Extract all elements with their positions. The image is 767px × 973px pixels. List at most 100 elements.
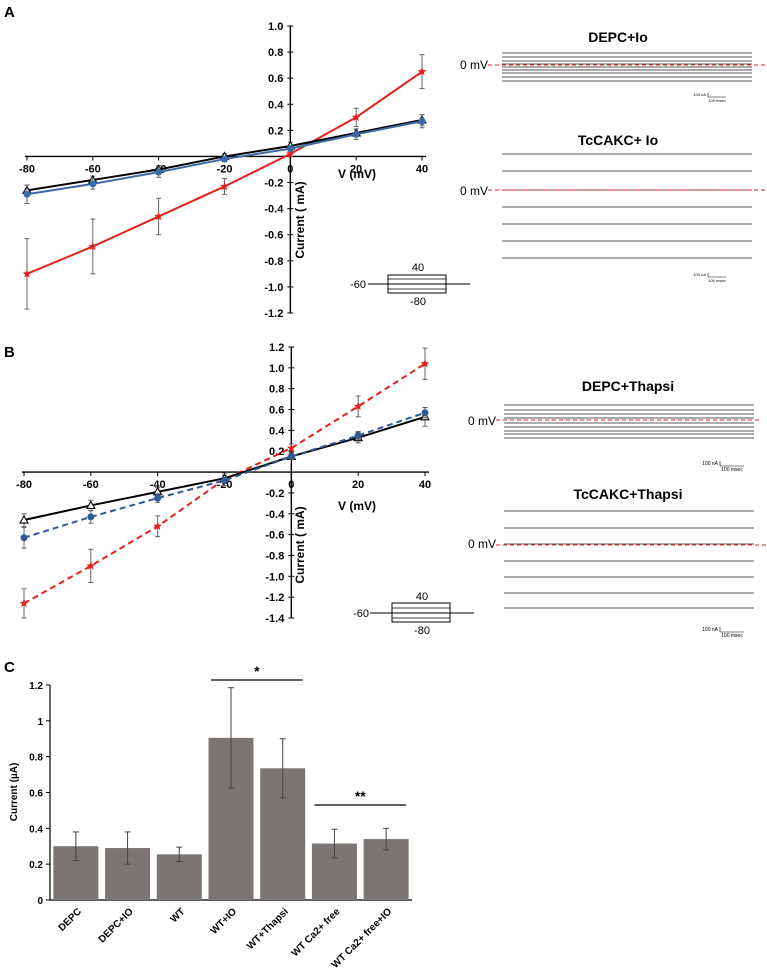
panel-b: B -80 -60 -40 -20 0 20 40-1.4-1.2-1.0-0.8-0.6-…	[4, 342, 766, 639]
x-tick-label: -80	[19, 163, 35, 175]
trace-title-depc-io: DEPC+Io	[588, 29, 648, 45]
data-point-star	[351, 112, 361, 121]
panel-b-ylabel: Current ( mA)	[293, 506, 307, 583]
data-point-triangle	[19, 514, 29, 524]
data-point-circle	[418, 117, 426, 125]
data-point-circle	[221, 155, 228, 163]
x-tick-label: -20	[217, 163, 233, 175]
data-point-circle	[354, 432, 362, 440]
x-tick-label: -40	[150, 479, 166, 491]
panel-a-xlabel: V (mV)	[338, 167, 376, 181]
y-tick-label: -0.6	[264, 230, 283, 242]
y-tick-label: 1.0	[269, 363, 284, 375]
category-label: DEPC+IO	[97, 906, 136, 945]
y-tick-label: -0.6	[265, 530, 284, 542]
data-point-star	[154, 211, 163, 221]
trace-title-tccakc-io: TcCAKC+ Io	[578, 132, 658, 148]
y-tick-label: 1	[37, 717, 43, 728]
data-point-star	[286, 149, 295, 158]
protocol-a-bottom-label: -80	[410, 296, 426, 308]
y-tick-label: -1.0	[264, 282, 283, 294]
protocol-b-bottom-label: -80	[414, 625, 430, 637]
data-point-circle	[20, 534, 28, 542]
y-tick-label: -0.8	[265, 550, 284, 562]
trace-title-depc-thapsi: DEPC+Thapsi	[582, 378, 674, 394]
scale-na-a1: 100 nA	[693, 92, 706, 97]
data-point-circle	[154, 494, 162, 502]
current-traces-tccakc-thapsi: TcCAKC+Thapsi 0 mV 100 nA 100 msec	[468, 486, 766, 639]
trace-zero-label-a2: 0 mV	[460, 184, 488, 198]
data-point-star	[86, 561, 96, 570]
panel-b-label: B	[4, 344, 15, 361]
data-point-circle	[89, 180, 97, 188]
y-tick-label: 1.2	[29, 681, 43, 692]
scale-ms-a1: 100 msec	[708, 98, 725, 103]
bar-chart-c: 0 0.2 0.4 0.6 0.8 1 1.2 DEPC DEPC+IO WT WT+IO WT+Th…	[29, 663, 412, 971]
y-tick-label: 0.6	[29, 789, 43, 800]
data-point-circle	[421, 409, 429, 417]
category-label: WT Ca2+ free	[290, 906, 343, 959]
y-tick-label: -1.0	[265, 571, 284, 583]
data-point-circle	[23, 190, 31, 198]
protocol-a-top-label: 40	[412, 262, 424, 274]
category-label: WT+IO	[209, 906, 240, 937]
y-tick-label: 0.4	[29, 824, 43, 835]
y-tick-label: -1.2	[265, 592, 284, 604]
panel-a: A -80-60-40-2002040-1.2-1.0-0.8-0.6-0.4-…	[4, 4, 766, 320]
data-point-triangle	[85, 500, 96, 509]
trace-title-tccakc-thapsi: TcCAKC+Thapsi	[573, 486, 682, 502]
data-point-circle	[221, 476, 228, 484]
y-tick-label: -0.4	[264, 204, 284, 216]
data-point-circle	[286, 145, 294, 153]
panel-c-label: C	[4, 659, 15, 676]
data-point-circle	[87, 513, 95, 521]
data-point-star	[220, 181, 229, 191]
trace-zero-label-a1: 0 mV	[460, 58, 488, 72]
protocol-b-left-label: -60	[353, 608, 369, 620]
x-tick-label: 0	[288, 479, 294, 491]
y-tick-label: 0.6	[269, 405, 284, 417]
trace-lines-a2	[502, 153, 752, 259]
scale-bar-b1: 100 nA 100 msec	[702, 461, 744, 473]
x-tick-label: -60	[85, 163, 101, 175]
current-traces-tccakc-io: TcCAKC+ Io 0 mV 100 nA 100 msec	[460, 132, 766, 283]
data-point-star	[19, 598, 29, 608]
current-traces-depc-io: DEPC+Io 0 mV 100 nA 100 msec	[460, 29, 766, 103]
scale-bar-a1: 100 nA 100 msec	[693, 92, 726, 103]
y-tick-label: 0	[37, 896, 43, 907]
y-tick-label: 0.2	[268, 125, 283, 137]
x-tick-label: -60	[83, 479, 99, 491]
y-tick-label: 0.2	[29, 860, 43, 871]
category-label: DEPC	[57, 906, 84, 933]
x-tick-label: 40	[419, 479, 431, 491]
iv-plot-b: -80 -60 -40 -20 0 20 40-1.4-1.2-1.0-0.8-0.6-0.…	[16, 342, 431, 625]
panel-c-ylabel: Current (µA)	[9, 763, 20, 822]
category-label: WT+Thapsi	[245, 906, 291, 952]
data-point-star	[153, 521, 162, 530]
x-tick-label: 20	[350, 163, 362, 175]
y-tick-label: -0.2	[265, 488, 284, 500]
x-tick-label: 0	[287, 163, 293, 175]
y-tick-label: 1.0	[268, 21, 283, 33]
iv-plot-a: -80-60-40-2002040-1.2-1.0-0.8-0.6-0.4-0.…	[19, 21, 428, 320]
scale-ms-b2: 100 msec	[721, 633, 743, 639]
significance-marker: **	[355, 788, 366, 804]
data-point-star	[420, 359, 430, 368]
y-tick-label: 1.2	[269, 342, 284, 354]
panel-c: C Current (µA) 0 0.2 0.4 0.6 0.8 1 1.2 DEPC DEPC…	[4, 659, 412, 971]
y-tick-label: 0.8	[268, 47, 283, 59]
y-tick-label: -0.8	[264, 256, 283, 268]
scale-ms-a2: 100 msec	[708, 278, 725, 283]
trace-lines-a1	[502, 52, 752, 82]
panel-a-ylabel: Current ( mA)	[293, 181, 307, 258]
trace-zero-label-b1: 0 mV	[468, 414, 496, 428]
voltage-protocol-a: 40 -60 -80	[350, 262, 470, 308]
panel-b-xlabel: V (mV)	[338, 499, 376, 513]
trace-zero-label-b2: 0 mV	[468, 537, 496, 551]
significance-marker: *	[254, 663, 260, 679]
data-point-star	[88, 241, 98, 251]
x-tick-label: 20	[352, 479, 364, 491]
data-point-circle	[287, 452, 295, 460]
trace-lines-b2	[504, 510, 754, 609]
